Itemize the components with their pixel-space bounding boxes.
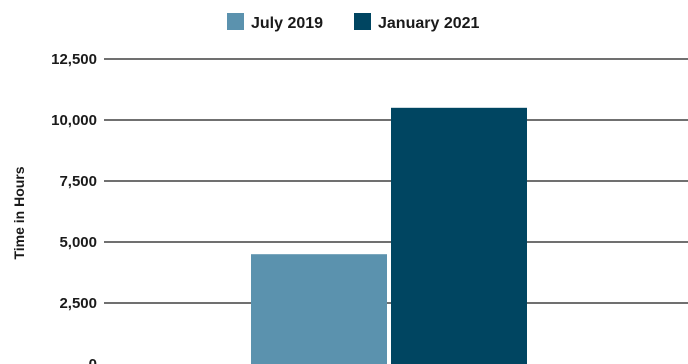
y-axis-ticks: 0 2,500 5,000 7,500 10,000 12,500: [51, 51, 97, 364]
bar-july-2019: [251, 254, 387, 364]
y-tick-label: 10,000: [51, 112, 97, 129]
bar-january-2021: [391, 107, 527, 364]
legend-label: July 2019: [251, 15, 323, 32]
y-tick-label: 7,500: [59, 173, 97, 190]
legend-swatch: [227, 13, 244, 30]
y-tick-label: 0: [89, 356, 97, 364]
y-tick-label: 12,500: [51, 51, 97, 68]
y-axis-title: Time in Hours: [11, 166, 27, 259]
legend-swatch: [354, 13, 371, 30]
y-tick-label: 2,500: [59, 295, 97, 312]
legend-label: January 2021: [378, 15, 480, 32]
y-tick-label: 5,000: [59, 234, 97, 251]
legend: July 2019 January 2021: [227, 13, 480, 32]
bars: [251, 107, 527, 364]
